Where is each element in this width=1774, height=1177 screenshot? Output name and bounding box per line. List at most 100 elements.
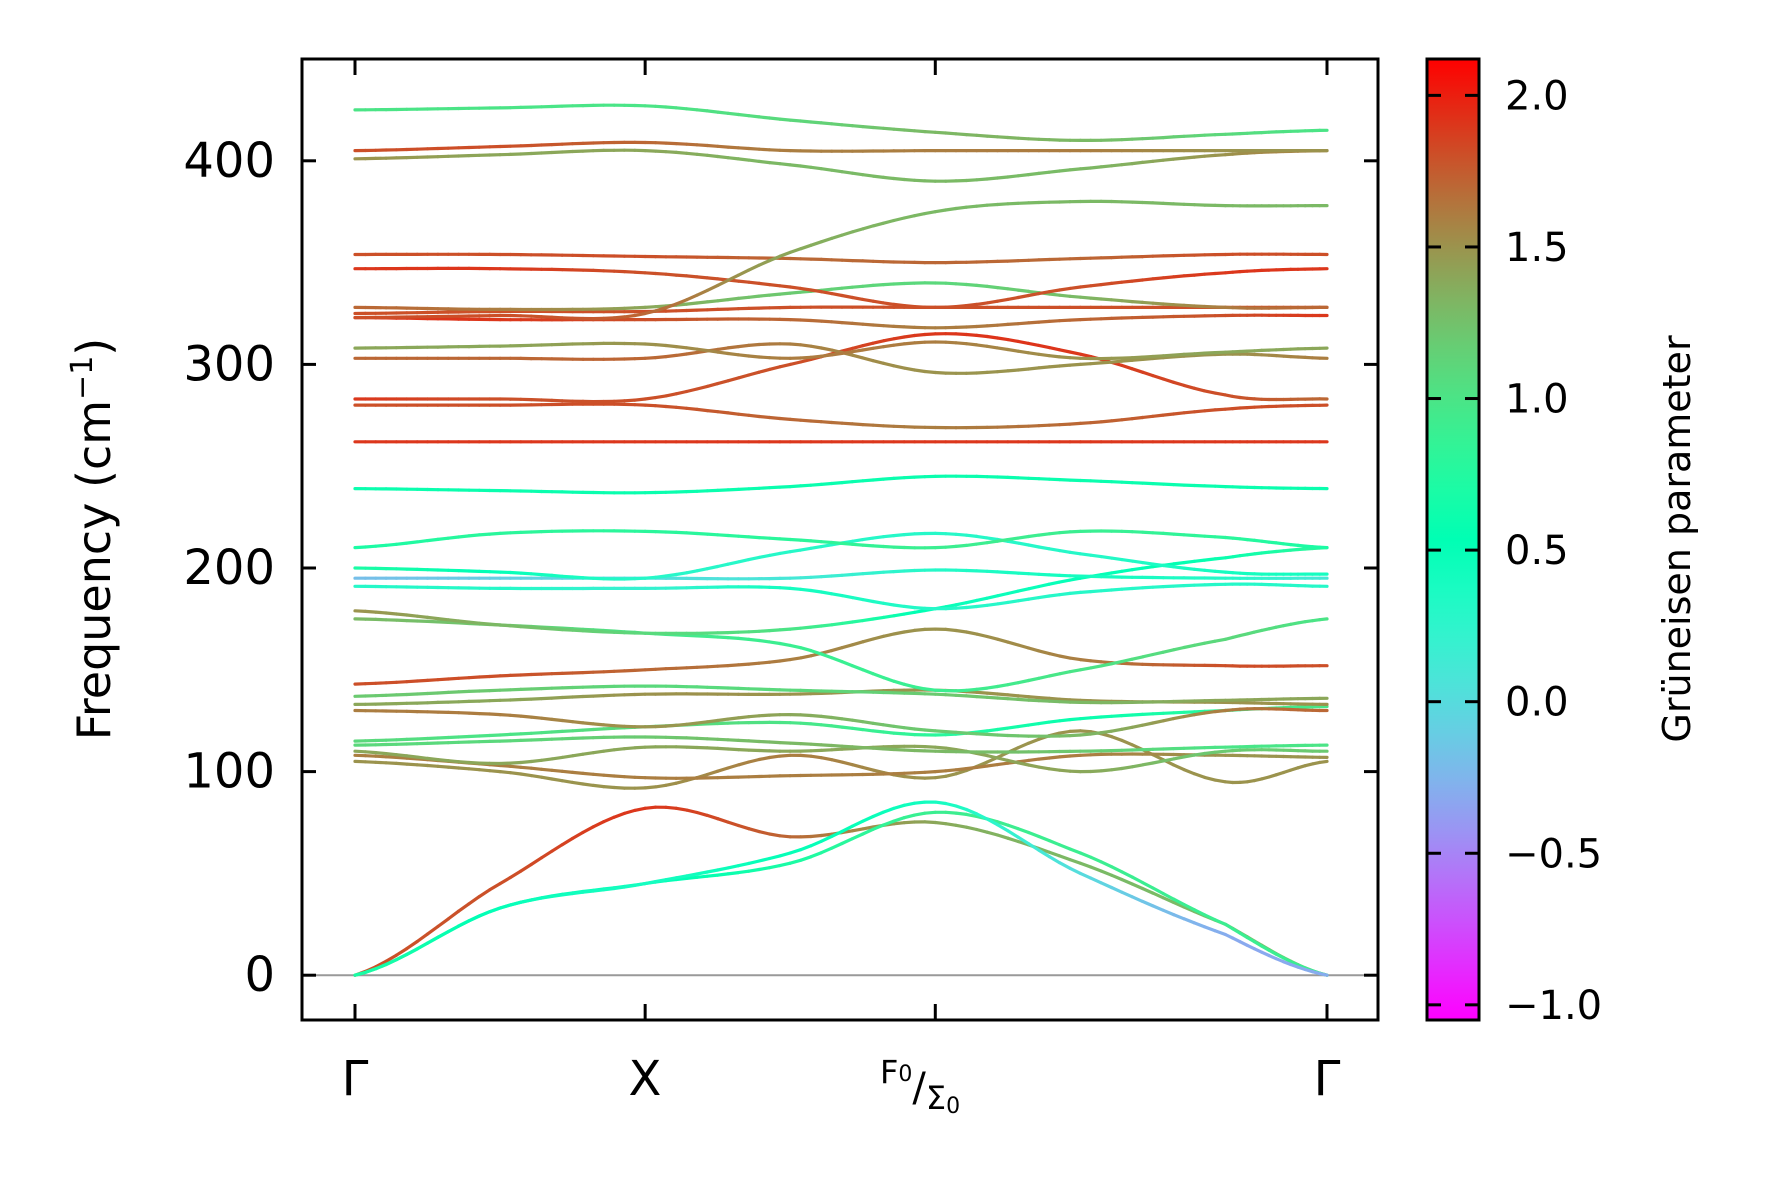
branch-segment [975, 333, 989, 339]
branch-segment [674, 273, 689, 278]
branch-segment [902, 128, 917, 133]
branch-segment [664, 404, 678, 409]
branch-31 [353, 140, 1329, 153]
branch-segment [508, 771, 523, 776]
branch-segment [1016, 293, 1031, 300]
branch-segment [529, 758, 544, 764]
branch-22 [353, 342, 1329, 375]
branch-segment [1151, 136, 1165, 140]
branch-segment [830, 724, 844, 729]
branch-segment [1006, 758, 1020, 765]
branch-segment [695, 874, 709, 879]
branch-segment [788, 848, 803, 855]
branch-segment [892, 302, 906, 308]
branch-segment [560, 142, 575, 146]
branch-segment [457, 902, 471, 913]
branch-segment [954, 304, 969, 309]
branch-segment [560, 769, 575, 775]
branch-segment [436, 757, 450, 763]
branch-segment [695, 810, 709, 818]
branch-segment [1006, 724, 1020, 730]
branch-segment [726, 716, 741, 721]
branch-segment [653, 343, 668, 348]
branch-segment [975, 177, 989, 182]
branch-segment [798, 575, 813, 580]
branch-segment [384, 542, 398, 547]
branch-segment [1140, 712, 1155, 717]
branch-segment [975, 541, 989, 546]
branch-segment [653, 306, 668, 313]
branch-segment [374, 610, 388, 615]
branch-18 [353, 474, 1329, 495]
branch-segment [1016, 723, 1031, 729]
branch-segment [1089, 715, 1103, 720]
branch-segment [653, 574, 668, 579]
branch-segment [674, 405, 689, 410]
branch-segment [819, 290, 834, 296]
branch-segment [736, 557, 751, 564]
branch-segment [1120, 657, 1134, 664]
branch-segment [1182, 566, 1197, 571]
branch-segment [1130, 137, 1145, 141]
branch-segment [1057, 654, 1072, 660]
branches-layer [353, 103, 1329, 977]
branch-segment [519, 714, 533, 719]
branch-segment [985, 762, 1000, 768]
branch-segment [581, 629, 595, 634]
branch-segment [405, 939, 419, 951]
branch-segment [684, 569, 699, 575]
branch-segment [488, 881, 502, 892]
branch-segment [1078, 753, 1093, 757]
branch-segment [716, 488, 730, 492]
branch-segment [705, 664, 720, 669]
branch-segment [871, 174, 886, 179]
branch-segment [871, 810, 886, 819]
branch-segment [436, 735, 450, 740]
branch-segment [912, 305, 927, 309]
branch-segment [1120, 363, 1134, 371]
branch-segment [767, 628, 782, 633]
branch-segment [519, 759, 533, 765]
branch-segment [1192, 133, 1207, 138]
branch-segment [881, 126, 896, 131]
x-label-f: F [880, 1053, 898, 1091]
branch-segment [374, 760, 388, 765]
branch-segment [767, 415, 782, 421]
branch-segment [1068, 576, 1083, 582]
branch-segment [612, 774, 627, 779]
branch-segment [819, 167, 834, 172]
branch-segment [415, 614, 430, 620]
branch-segment [944, 822, 958, 827]
branch-segment [591, 722, 606, 727]
branch-segment [1109, 659, 1124, 666]
branch-segment [933, 688, 948, 693]
branch-segment [425, 678, 440, 683]
branch-segment [1006, 697, 1020, 702]
branch-segment [498, 769, 512, 775]
branch-segment [591, 727, 606, 732]
branch-segment [954, 341, 969, 346]
branch-segment [1037, 674, 1051, 680]
branch-segment [861, 478, 875, 483]
branch-segment [902, 628, 917, 634]
branch-segment [726, 345, 741, 350]
branch-segment [1078, 732, 1093, 737]
branch-segment [757, 414, 772, 420]
branch-segment [1182, 353, 1197, 358]
branch-segment [1037, 846, 1051, 854]
branch-segment [964, 204, 979, 209]
branch-segment [1037, 649, 1051, 656]
branch-segment [643, 667, 658, 672]
branch-segment [985, 634, 1000, 641]
branch-segment [1140, 300, 1155, 305]
branch-segment [871, 299, 886, 305]
branch-segment [861, 720, 875, 725]
branch-segment [695, 567, 709, 573]
branch-segment [1192, 558, 1207, 563]
branch-segment [933, 130, 948, 135]
branch-segment [1016, 741, 1031, 750]
branch-segment [1109, 280, 1124, 285]
branch-segment [674, 106, 689, 111]
branch-segment [1026, 721, 1041, 727]
branch-segment [467, 711, 481, 716]
